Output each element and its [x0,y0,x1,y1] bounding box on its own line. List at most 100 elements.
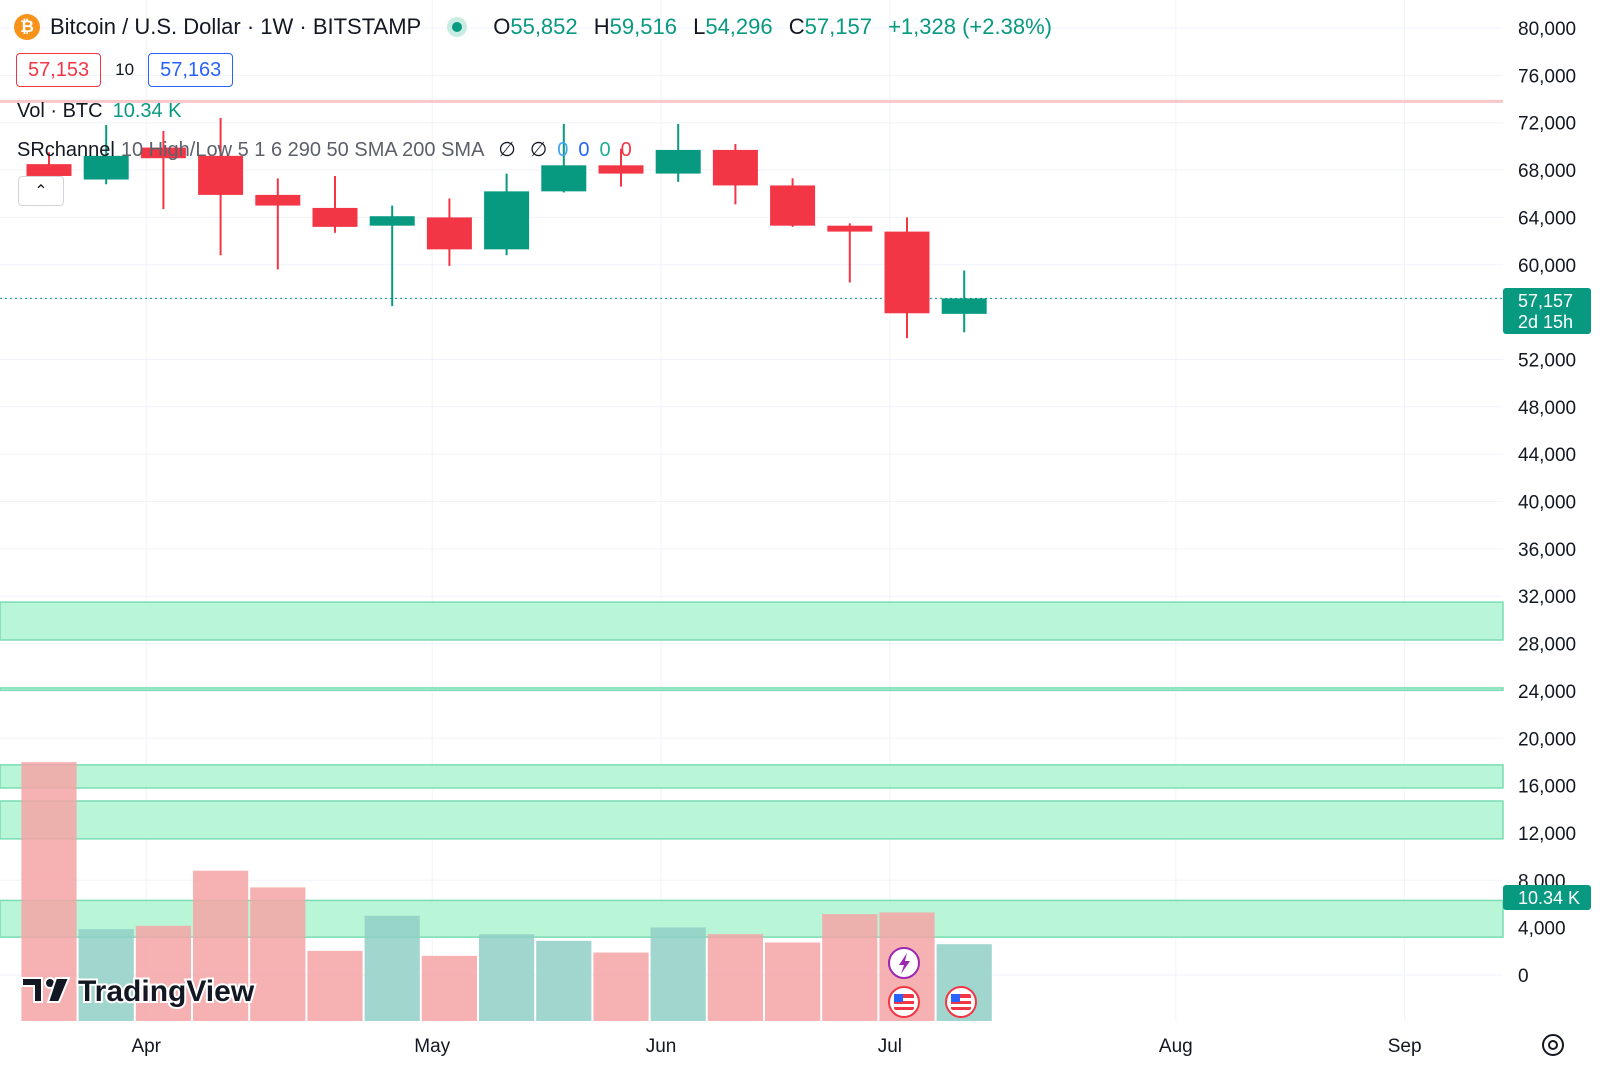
symbol-title[interactable]: Bitcoin / U.S. Dollar · 1W · BITSTAMP [50,14,422,39]
candle-body [140,147,186,159]
indicator-value-1: 0 [557,139,569,161]
volume-value-label: 10.34 K [1503,885,1591,910]
candle [255,178,301,270]
buy-button[interactable]: 57,163 [148,53,234,87]
price-tick-label: 20,000 [1518,729,1576,750]
sell-button[interactable]: 57,153 [16,53,102,87]
time-tick-label: May [414,1036,450,1057]
last-price-label: 57,157 2d 15h [1503,288,1591,334]
chart-settings-icon[interactable] [1542,1034,1564,1056]
volume-bar [193,870,249,1021]
volume-bar [78,929,134,1021]
candle [655,123,701,182]
open-label: O [493,14,511,39]
sr-zone [0,687,1504,692]
change-value: +1,328 (+2.38%) [888,14,1052,39]
price-tick-label: 28,000 [1518,635,1576,656]
time-tick-label: Apr [131,1036,161,1057]
tradingview-logo-icon [21,977,43,1003]
price-tick-label: 68,000 [1518,161,1576,182]
indicator-value-4: 0 [620,139,632,161]
last-price-value: 57,157 [1518,291,1573,311]
candle [712,144,758,205]
volume-bar [765,942,821,1021]
time-tick-label: Aug [1159,1036,1193,1057]
volume-bar [135,925,191,1021]
spread-value: 10 [115,60,135,79]
sr-zone [0,601,1504,641]
price-tick-label: 48,000 [1518,398,1576,419]
time-tick-label: Jul [878,1036,902,1057]
candle [26,152,72,179]
volume-value-text: 10.34 K [1518,888,1580,908]
candle [770,178,816,227]
indicator-name: SRchannel [17,139,115,161]
price-axis: 80,000 76,000 72,000 68,000 64,000 60,000 52,0… [1518,19,1576,987]
price-tick-label: 52,000 [1518,350,1576,371]
collapse-legend-button[interactable]: ⌃ [18,176,64,206]
candle [312,175,358,233]
close-value: 57,157 [804,14,872,39]
low-value: 54,296 [705,14,773,39]
indicator-legend[interactable]: SRchannel 10 High/Low 5 1 6 290 50 SMA 20… [17,137,632,162]
price-tick-label: 80,000 [1518,19,1576,40]
candle-body [426,217,472,250]
tradingview-logo-text: TradingView [78,975,255,1008]
tradingview-logo[interactable]: TradingView [21,973,257,1010]
price-tick-label: 24,000 [1518,682,1576,703]
indicator-value-2: 0 [578,139,590,161]
time-axis: Apr May Jun Jul Aug Sep [131,1036,1421,1057]
volume-bar [707,934,763,1021]
volume-bar [250,887,306,1021]
candle [426,198,472,266]
indicator-na-2: ∅ [529,139,548,161]
price-tick-label: 60,000 [1518,256,1576,277]
volume-legend[interactable]: Vol · BTC 10.34 K [17,100,182,123]
sr-zone [0,764,1504,789]
candles-layer [26,117,987,339]
volume-bar [364,915,420,1021]
indicator-params: 10 High/Low 5 1 6 290 50 SMA 200 SMA [120,139,485,161]
volume-bar [479,934,535,1021]
lightning-event-icon[interactable] [888,947,920,979]
us-flag-event-icon[interactable] [945,986,977,1018]
candle [484,173,530,256]
candle-body [827,225,873,232]
candle-body [770,185,816,226]
candle-body [655,149,701,174]
price-tick-label: 36,000 [1518,540,1576,561]
candle [884,217,930,339]
us-flag-event-icon[interactable] [888,986,920,1018]
candle [598,148,644,187]
volume-bar [421,955,477,1021]
open-value: 55,852 [510,14,578,39]
price-tick-label: 0 [1518,966,1529,987]
candle [827,223,873,283]
volume-bar [650,927,706,1021]
trade-buttons: 57,153 10 57,163 [16,52,234,88]
candle-body [712,149,758,186]
candle-body [484,191,530,250]
chevron-up-icon: ⌃ [34,183,48,200]
price-tick-label: 12,000 [1518,824,1576,845]
candle [541,123,587,193]
candle-body [598,165,644,174]
time-tick-label: Sep [1388,1036,1422,1057]
time-tick-label: Jun [646,1036,677,1057]
candle [941,270,987,333]
volume-bar [307,950,363,1021]
market-status-icon[interactable] [447,17,468,37]
close-label: C [788,14,805,39]
candle-body [26,164,72,176]
candle [369,205,415,307]
volume-legend-label: Vol · BTC [17,100,103,122]
candle-body [369,216,415,226]
volume-bar [593,952,649,1021]
sr-zone [0,800,1504,840]
candle-body [255,194,301,206]
price-tick-label: 44,000 [1518,445,1576,466]
price-tick-label: 76,000 [1518,66,1576,87]
price-tick-label: 16,000 [1518,777,1576,798]
